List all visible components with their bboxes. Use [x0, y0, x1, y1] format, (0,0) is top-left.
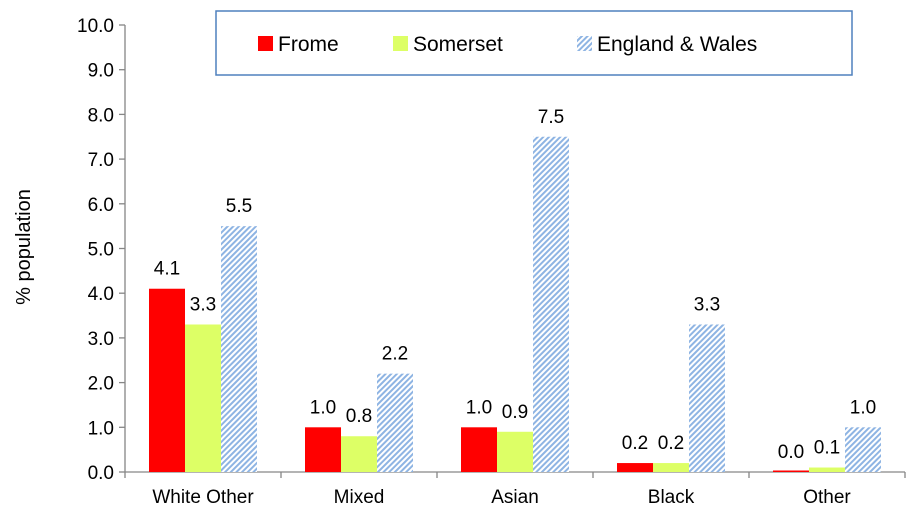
legend-label: Somerset [413, 33, 503, 56]
data-label: 3.3 [190, 294, 216, 315]
y-tick-label: 9.0 [88, 61, 114, 82]
legend-swatch [393, 36, 408, 51]
data-label: 0.1 [814, 438, 840, 459]
y-tick-label: 4.0 [88, 284, 114, 305]
bar [305, 427, 341, 472]
data-labels: 4.1 1.0 1.0 0.2 0.0 3.3 0.8 0.9 0.2 0.1 5.5 2.2 7.5 3… [154, 107, 876, 463]
bar [653, 463, 689, 472]
axes: 0.0 1.0 2.0 3.0 4.0 5.0 6.0 7.0 8.0 9.0 10.0 White … [77, 16, 906, 508]
y-tick-label: 8.0 [88, 105, 114, 126]
y-tick-label: 3.0 [88, 329, 114, 350]
data-label: 1.0 [310, 397, 336, 418]
data-label: 7.5 [538, 107, 564, 128]
bar [773, 470, 809, 472]
bar [809, 467, 845, 472]
x-tick-label: Black [648, 487, 695, 508]
data-label: 2.2 [382, 344, 408, 365]
data-label: 0.9 [502, 402, 528, 423]
data-label: 4.1 [154, 259, 180, 280]
x-tick-label: Asian [491, 487, 539, 508]
x-tick-label: Other [803, 487, 851, 508]
x-tick-label: Mixed [334, 487, 385, 508]
legend-swatch [258, 36, 273, 51]
y-tick-label: 2.0 [88, 374, 114, 395]
bar [845, 427, 881, 472]
bar [533, 136, 569, 472]
legend-label: Frome [278, 33, 339, 56]
data-label: 1.0 [466, 397, 492, 418]
bar [461, 427, 497, 472]
y-tick-label: 1.0 [88, 418, 114, 439]
bar [689, 324, 725, 472]
bar [377, 373, 413, 472]
data-label: 0.2 [658, 433, 684, 454]
bar [341, 436, 377, 472]
bar [497, 431, 533, 472]
data-label: 0.8 [346, 406, 372, 427]
bars [149, 136, 881, 472]
y-tick-label: 7.0 [88, 150, 114, 171]
bar [185, 324, 221, 472]
x-tick-label: White Other [152, 487, 254, 508]
legend-label: England & Wales [597, 33, 757, 56]
data-label: 1.0 [850, 397, 876, 418]
y-tick-label: 10.0 [77, 16, 114, 37]
legend-swatch [577, 36, 592, 51]
bar [617, 463, 653, 472]
y-axis-title: % population [13, 189, 35, 305]
data-label: 5.5 [226, 196, 252, 217]
y-tick-label: 6.0 [88, 195, 114, 216]
bar [221, 226, 257, 472]
y-tick-label: 0.0 [88, 463, 114, 484]
y-tick-label: 5.0 [88, 240, 114, 261]
data-label: 0.0 [778, 442, 804, 463]
data-label: 3.3 [694, 294, 720, 315]
legend: Frome Somerset England & Wales [215, 10, 853, 76]
bar [149, 288, 185, 472]
data-label: 0.2 [622, 433, 648, 454]
